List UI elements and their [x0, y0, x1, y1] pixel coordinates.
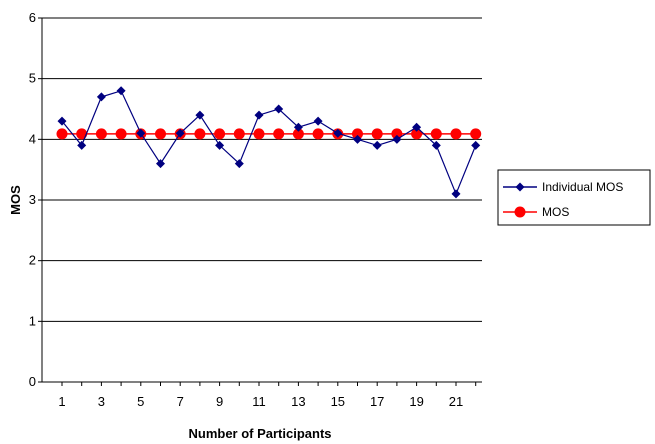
- y-tick-label: 4: [29, 131, 36, 146]
- data-point: [411, 128, 423, 140]
- data-point: [352, 128, 363, 140]
- data-point: [253, 128, 265, 140]
- y-tick-label: 0: [29, 374, 36, 389]
- legend-item: MOS: [503, 205, 569, 219]
- data-point: [155, 128, 166, 140]
- data-point: [156, 159, 165, 169]
- y-tick-label: 6: [29, 10, 36, 25]
- data-point: [312, 128, 324, 140]
- data-point: [233, 128, 245, 140]
- x-tick-label: 19: [409, 394, 423, 409]
- data-point: [430, 128, 442, 140]
- data-point: [95, 128, 107, 140]
- series-line: [61, 90, 477, 196]
- data-point: [194, 128, 206, 140]
- data-point: [214, 128, 226, 140]
- y-tick-label: 3: [29, 192, 36, 207]
- y-axis-title: MOS: [8, 185, 23, 215]
- data-point: [116, 86, 126, 96]
- data-point: [353, 134, 362, 144]
- x-tick-label: 21: [449, 394, 463, 409]
- data-point: [136, 128, 146, 138]
- data-point: [392, 134, 402, 144]
- data-point: [195, 110, 205, 120]
- legend-label: Individual MOS: [542, 180, 623, 194]
- data-point: [96, 92, 106, 102]
- x-tick-label: 13: [291, 394, 305, 409]
- data-point: [313, 116, 323, 126]
- y-tick-label: 1: [29, 313, 36, 328]
- x-tick-label: 1: [58, 394, 65, 409]
- series-individual-mos: [57, 86, 481, 199]
- data-point: [431, 140, 441, 150]
- data-point: [273, 128, 285, 140]
- data-point: [451, 189, 461, 199]
- x-tick-label: 7: [177, 394, 184, 409]
- x-tick-label: 11: [252, 394, 266, 409]
- legend-item: Individual MOS: [503, 180, 623, 194]
- gridlines: [42, 17, 482, 383]
- x-tick-label: 17: [370, 394, 384, 409]
- legend-marker: [514, 206, 526, 218]
- data-point: [293, 122, 303, 132]
- data-point: [471, 140, 481, 150]
- x-axis-title: Number of Participants: [188, 426, 331, 441]
- data-point: [391, 128, 403, 140]
- x-tick-label: 5: [137, 394, 144, 409]
- data-point: [274, 104, 284, 114]
- data-point: [372, 140, 382, 150]
- data-point: [77, 140, 87, 150]
- legend-label: MOS: [542, 205, 569, 219]
- y-tick-label: 2: [29, 253, 36, 268]
- data-point: [234, 159, 244, 169]
- data-point: [175, 128, 185, 138]
- x-tick-label: 3: [98, 394, 105, 409]
- legend: Individual MOS MOS: [497, 169, 651, 226]
- data-point: [56, 128, 68, 140]
- data-point: [115, 128, 127, 140]
- data-point: [76, 128, 88, 140]
- data-point: [57, 116, 67, 126]
- legend-box: [497, 169, 651, 226]
- data-point: [215, 140, 225, 150]
- data-point: [333, 128, 343, 138]
- y-tick-label: 5: [29, 71, 36, 86]
- data-point: [292, 128, 304, 140]
- data-point: [371, 128, 383, 140]
- data-point: [412, 122, 422, 132]
- data-point: [470, 128, 482, 140]
- series: [56, 86, 482, 199]
- axes: [38, 17, 482, 386]
- data-point: [450, 128, 462, 140]
- legend-marker: [515, 182, 525, 192]
- x-tick-label: 9: [216, 394, 223, 409]
- x-tick-label: 15: [331, 394, 345, 409]
- data-point: [254, 110, 264, 120]
